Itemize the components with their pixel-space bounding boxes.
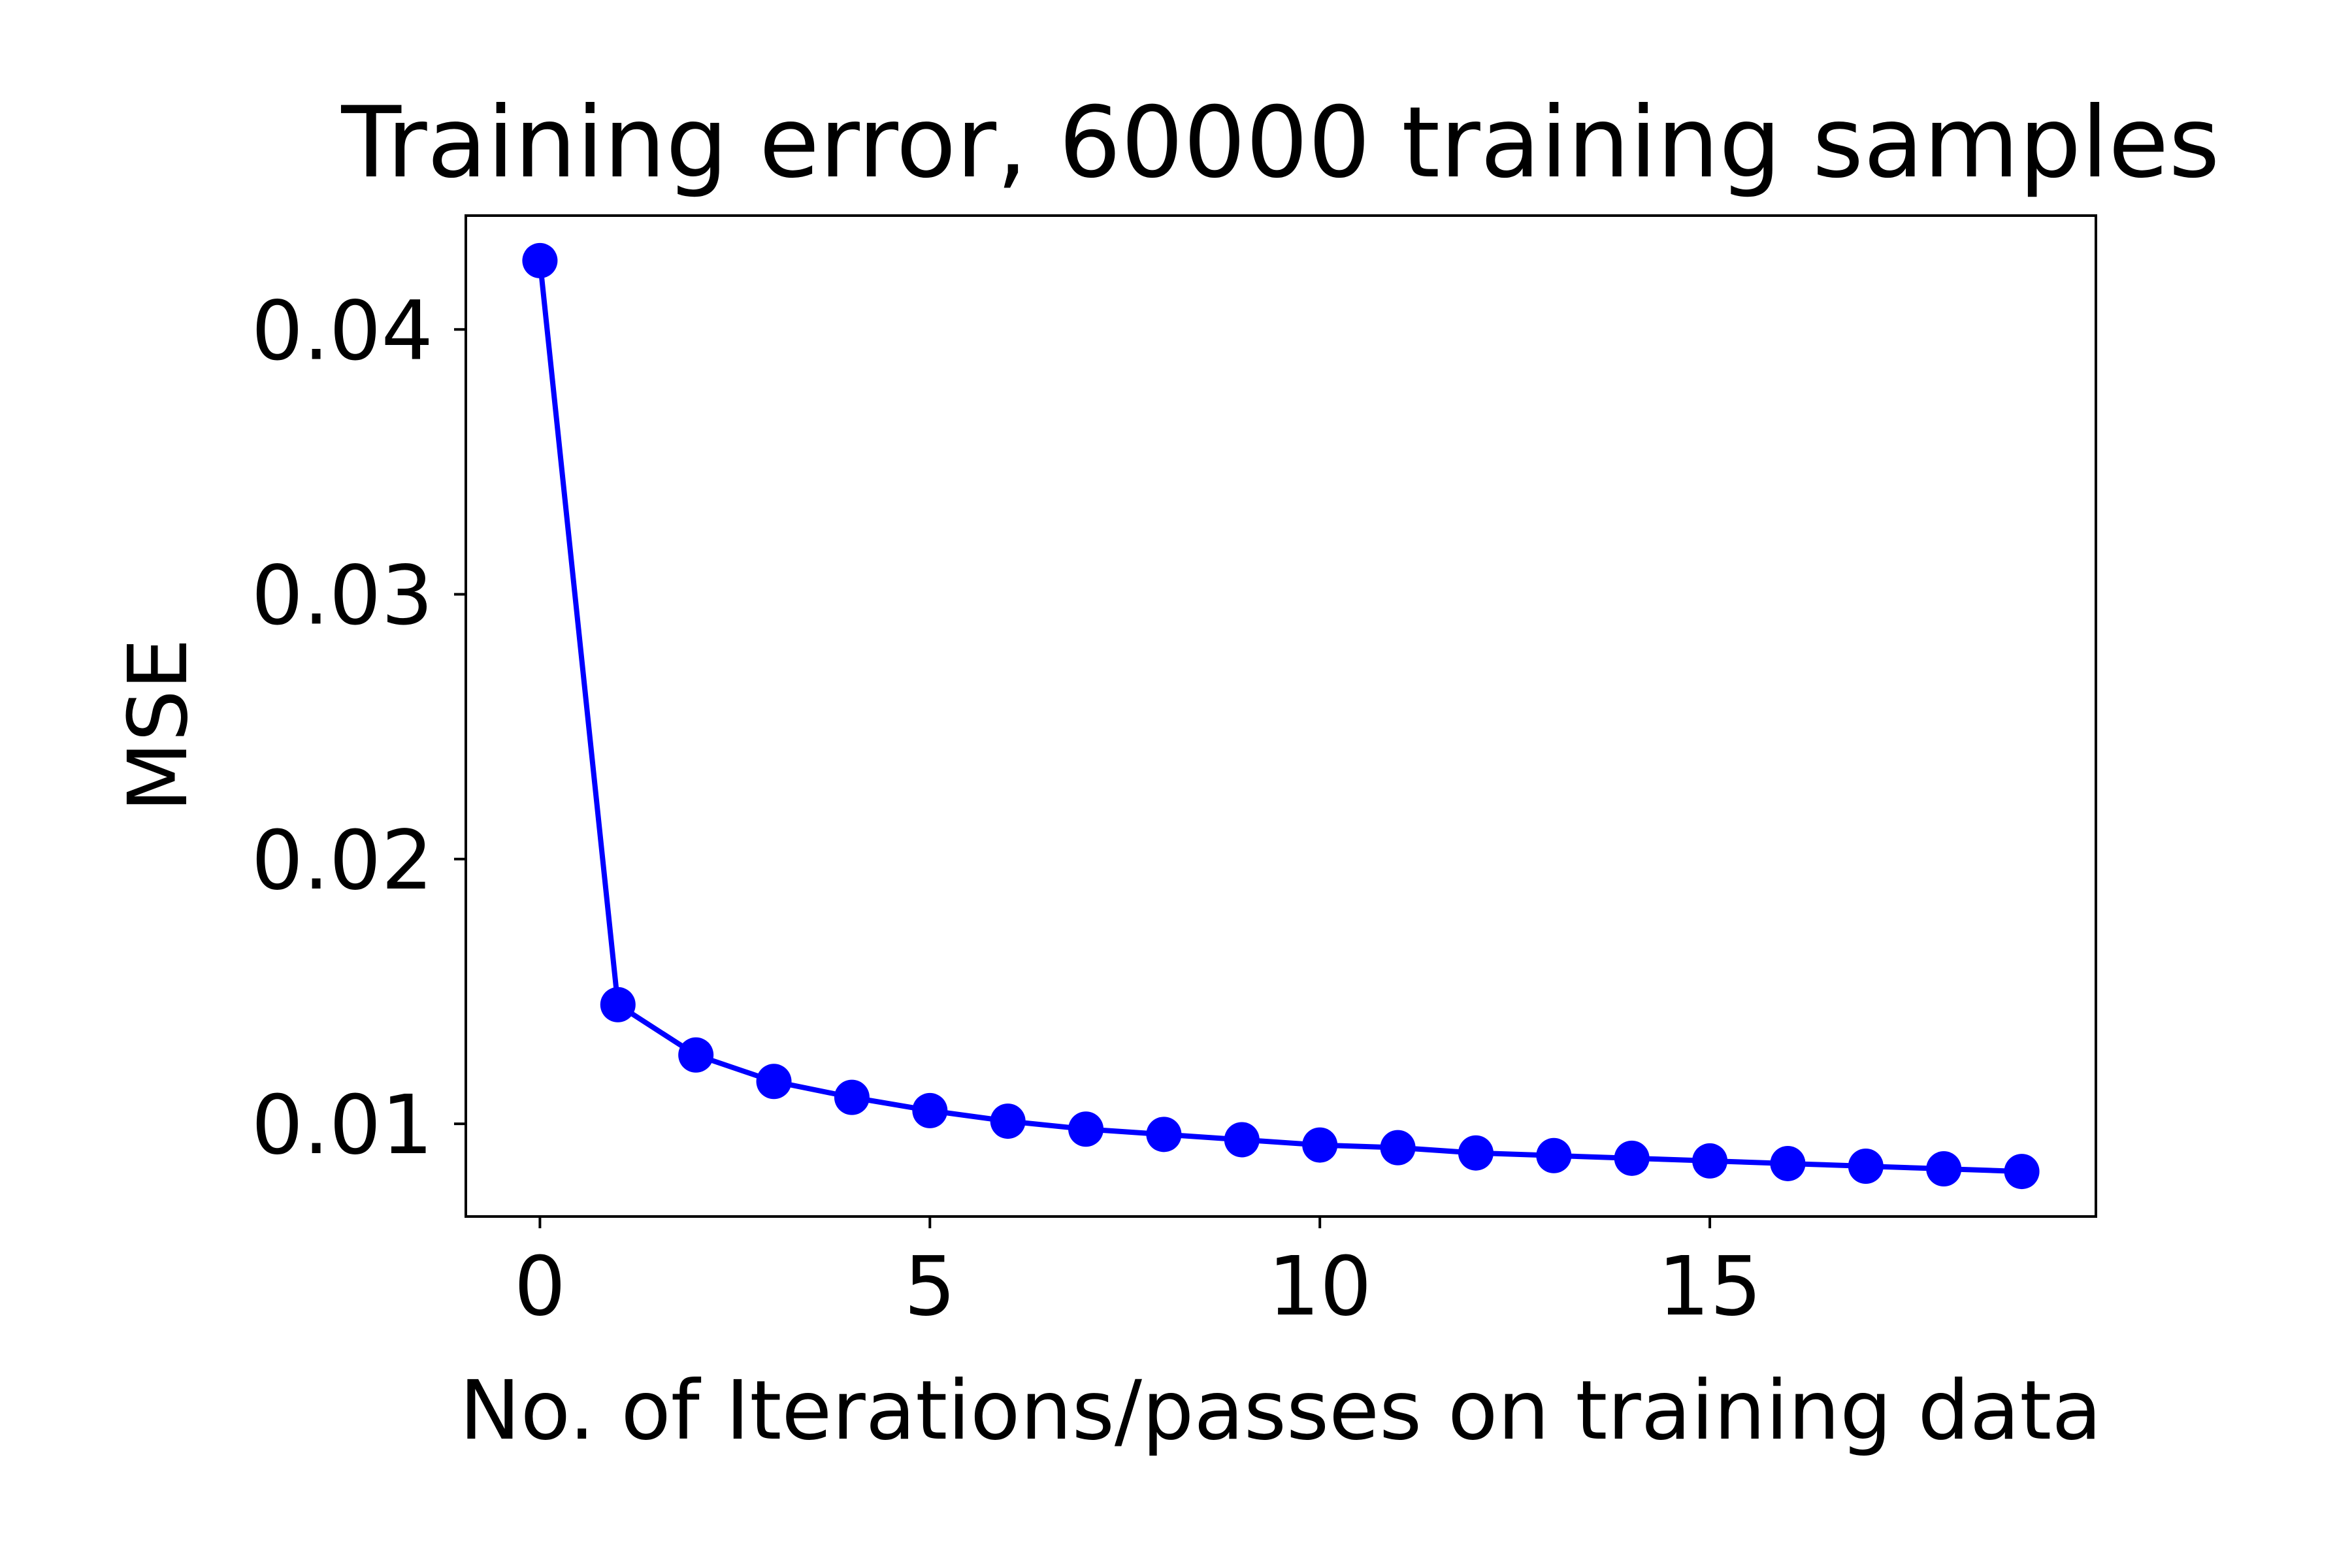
data-point	[990, 1103, 1026, 1139]
y-tick-label: 0.02	[252, 813, 433, 908]
data-point	[522, 242, 558, 278]
x-tick-label: 0	[514, 1239, 566, 1334]
data-point	[2004, 1154, 2040, 1190]
plot-area: 0 5 10 15 0.01 0.02 0.03 0.04	[252, 214, 2097, 1334]
data-point	[1458, 1135, 1494, 1171]
data-point	[1848, 1148, 1884, 1184]
data-point	[678, 1037, 714, 1073]
x-axis-title: No. of Iterations/passes on training dat…	[459, 1364, 2102, 1458]
plot-frame	[465, 214, 2097, 1218]
data-point	[912, 1092, 948, 1128]
data-point	[1614, 1140, 1650, 1176]
data-point	[756, 1064, 792, 1100]
y-tick-label: 0.04	[252, 284, 433, 378]
x-tick-label: 15	[1658, 1239, 1762, 1334]
data-point	[1224, 1122, 1260, 1158]
data-point	[1380, 1130, 1416, 1166]
data-point	[1770, 1145, 1806, 1181]
data-point	[1302, 1127, 1338, 1163]
x-tick-label: 5	[904, 1239, 956, 1334]
data-point	[834, 1079, 870, 1115]
chart-title: Training error, 60000 training samples	[340, 86, 2219, 200]
data-point	[1536, 1137, 1572, 1173]
y-axis-title: MSE	[111, 638, 206, 812]
data-point	[600, 987, 636, 1022]
y-tick-label: 0.01	[252, 1078, 433, 1173]
y-tick-label: 0.03	[252, 549, 433, 644]
x-tick-label: 10	[1268, 1239, 1372, 1334]
series-line	[537, 260, 2022, 1175]
data-point	[1692, 1143, 1728, 1179]
data-point	[1926, 1151, 1962, 1187]
data-point	[1146, 1117, 1182, 1152]
data-point	[1068, 1111, 1104, 1147]
